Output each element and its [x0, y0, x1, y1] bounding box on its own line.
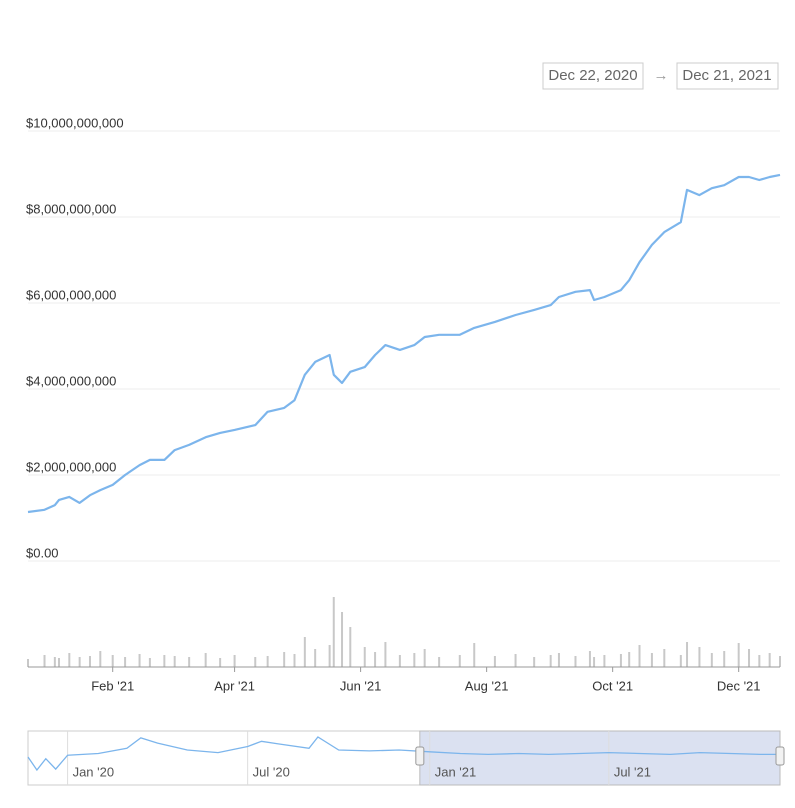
volume-bar: [588, 651, 591, 667]
y-tick-label: $0.00: [26, 545, 59, 560]
y-tick-label: $4,000,000,000: [26, 373, 116, 388]
end-date[interactable]: Dec 21, 2021: [682, 67, 771, 84]
volume-bar: [663, 649, 666, 667]
volume-bar: [363, 647, 366, 667]
navigator-tick-label: Jul '20: [253, 764, 290, 779]
volume-bar: [173, 656, 176, 667]
volume-bar: [99, 651, 102, 667]
volume-bar: [603, 655, 606, 667]
volume-bar: [163, 655, 166, 667]
volume-bar: [111, 655, 114, 667]
volume-bar: [650, 653, 653, 667]
volume-bar: [748, 649, 751, 667]
volume-bar: [148, 658, 151, 667]
volume-bar: [254, 657, 257, 667]
volume-bar: [574, 656, 577, 667]
volume-bar: [533, 657, 536, 667]
volume-bar: [628, 652, 631, 667]
volume-bar: [698, 647, 701, 667]
volume-bar: [514, 654, 517, 667]
x-tick-label: Jun '21: [340, 678, 382, 693]
volume-bar: [768, 653, 771, 667]
x-tick-label: Aug '21: [465, 678, 509, 693]
volume-bar: [384, 642, 387, 667]
volume-bar: [341, 612, 344, 667]
volume-bar: [549, 655, 552, 667]
volume-bar: [679, 655, 682, 667]
volume-bar: [686, 642, 689, 667]
volume-bar: [53, 657, 56, 667]
start-date-box[interactable]: [542, 62, 644, 90]
x-tick-label: Dec '21: [717, 678, 761, 693]
volume-bar: [557, 653, 560, 667]
volume-bar: [233, 655, 236, 667]
volume-bar: [758, 655, 761, 667]
y-tick-label: $10,000,000,000: [26, 115, 124, 130]
y-tick-label: $2,000,000,000: [26, 459, 116, 474]
volume-bar: [423, 649, 426, 667]
navigator-handle[interactable]: [415, 746, 425, 766]
volume-bar: [737, 643, 740, 667]
navigator-handle[interactable]: [775, 746, 785, 766]
arrow: →: [654, 67, 669, 84]
volume-bar: [413, 653, 416, 667]
volume-bar: [332, 597, 335, 667]
volume-bar: [124, 657, 127, 667]
volume-bar: [438, 657, 441, 667]
start-date[interactable]: Dec 22, 2020: [548, 67, 637, 84]
volume-bar: [57, 658, 60, 667]
volume-bar: [293, 654, 296, 667]
price-line: [27, 173, 781, 514]
volume-bar: [723, 651, 726, 667]
volume-bar: [398, 655, 401, 667]
volume-bar: [188, 657, 191, 667]
volume-bar: [314, 649, 317, 667]
x-tick-label: Apr '21: [214, 678, 255, 693]
x-tick-label: Oct '21: [592, 678, 633, 693]
navigator-line: [27, 736, 780, 772]
navigator-tick-label: Jul '21: [614, 764, 651, 779]
y-tick-label: $6,000,000,000: [26, 287, 116, 302]
y-tick-label: $8,000,000,000: [26, 201, 116, 216]
volume-bar: [68, 653, 71, 667]
volume-bar: [204, 653, 207, 667]
end-date-box[interactable]: [676, 62, 779, 90]
volume-bar: [266, 656, 269, 667]
volume-bar: [493, 656, 496, 667]
volume-bar: [473, 643, 476, 667]
volume-bar: [219, 658, 222, 667]
volume-bar: [328, 645, 331, 667]
x-tick-label: Feb '21: [91, 678, 134, 693]
volume-bar: [88, 656, 91, 667]
volume-bar: [303, 637, 306, 667]
volume-bar: [374, 652, 377, 667]
volume-bar: [593, 657, 596, 667]
volume-bar: [458, 655, 461, 667]
volume-bar: [27, 659, 29, 667]
navigator-selection: [419, 730, 781, 786]
volume-bar: [710, 653, 713, 667]
volume-bar: [779, 656, 781, 667]
volume-bar: [619, 654, 622, 667]
volume-bar: [43, 655, 46, 667]
volume-bar: [138, 654, 141, 667]
volume-bar: [78, 657, 81, 667]
navigator-tick-label: Jan '20: [73, 764, 115, 779]
volume-bar: [638, 645, 641, 667]
volume-bar: [349, 627, 352, 667]
volume-bar: [283, 652, 286, 667]
navigator-tick-label: Jan '21: [435, 764, 477, 779]
